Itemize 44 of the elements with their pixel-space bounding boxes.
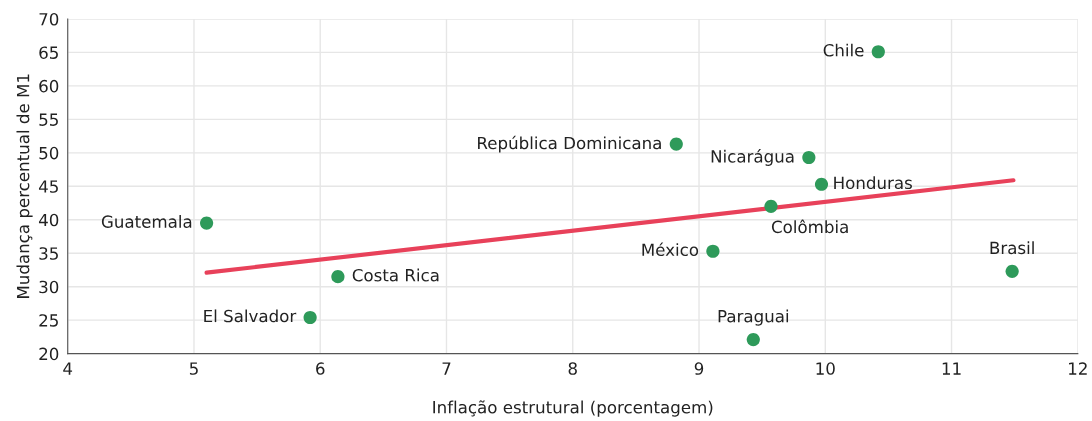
annotation: Costa Rica	[352, 268, 439, 282]
point	[706, 244, 720, 258]
annotation: República Dominicana	[478, 135, 661, 153]
y-tick-label: 50	[39, 146, 59, 160]
annotation: Chile	[823, 43, 864, 57]
y-tick-label: 55	[39, 113, 58, 126]
annotation: Paraguai	[718, 309, 789, 326]
point	[814, 177, 829, 191]
point	[764, 199, 778, 213]
annotation: Guatemala	[101, 215, 192, 228]
annotation: Brasil	[990, 241, 1034, 255]
x-tick-label: 6	[316, 362, 325, 375]
y-tick-label: 60	[39, 79, 59, 93]
point	[1005, 264, 1019, 278]
point	[200, 216, 214, 230]
point	[871, 45, 885, 59]
x-tick-label: 9	[694, 362, 704, 375]
annotation: Honduras	[834, 176, 912, 190]
x-tick-label: 11	[942, 362, 961, 375]
point	[802, 150, 816, 165]
point	[669, 137, 683, 151]
x-axis-title: Inflação estrutural (porcentagem)	[433, 400, 713, 417]
x-tick-label: 12	[1069, 362, 1087, 375]
x-tick-label: 5	[189, 362, 198, 375]
annotation: México	[642, 242, 699, 257]
y-tick-label: 65	[39, 46, 58, 59]
y-tick-label: 40	[38, 213, 59, 227]
annotation: Nicarágua	[711, 149, 794, 166]
x-tick-label: 4	[63, 362, 73, 375]
y-axis-title: Mudança percentual de M1	[16, 74, 33, 298]
x-tick-label: 10	[816, 362, 835, 375]
x-tick-label: 7	[442, 362, 451, 375]
y-tick-label: 25	[39, 314, 58, 327]
y-tick-label: 45	[38, 180, 58, 193]
y-tick-label: 35	[39, 247, 58, 260]
x-tick-label: 8	[568, 362, 577, 375]
y-tick-label: 20	[39, 347, 59, 361]
point	[746, 333, 760, 347]
point	[303, 310, 317, 325]
annotation: El Salvador	[204, 309, 297, 323]
point	[331, 270, 345, 284]
y-tick-label: 70	[39, 12, 59, 26]
y-tick-label: 30	[39, 280, 59, 294]
annotation: Colômbia	[771, 219, 848, 234]
